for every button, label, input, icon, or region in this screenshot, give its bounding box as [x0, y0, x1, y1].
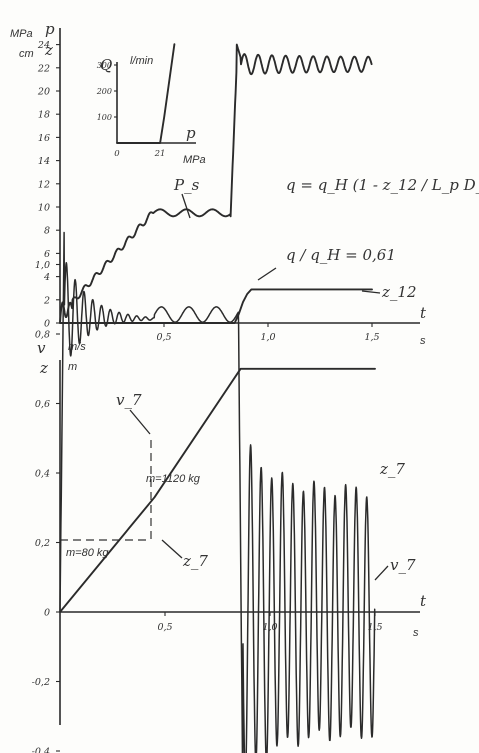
top-unit-mpa: MPa [10, 28, 33, 40]
top-y-tick-label: 22 [37, 63, 50, 74]
series-v-7-line [59, 231, 376, 753]
inset-x-unit: MPa [183, 154, 206, 166]
top-y-tick-label: 20 [37, 87, 50, 98]
label-z-7-lower: z_7 [182, 552, 208, 570]
inset-y-tick-label: 100 [97, 113, 112, 122]
annotation-flow-ratio: q / q_H = 0,61 [286, 246, 396, 264]
bottom-y-tick-label: 0,6 [35, 399, 50, 410]
label-p-s: P_s [173, 176, 200, 194]
inset-y-tick-label: 200 [96, 87, 112, 96]
top-y-tick-label: 18 [38, 110, 50, 121]
label-z-12-leader [361, 290, 381, 294]
annotation-mass-1120: m=1120 kg [146, 473, 201, 485]
bottom-x-unit: s [413, 627, 419, 639]
top-y-tick-label: 16 [38, 133, 50, 144]
top-x-tick-label: 1,5 [364, 332, 379, 343]
inset-y-label: Q [100, 56, 112, 74]
top-y-symbol-z: z [44, 41, 53, 59]
label-v-7-leader [129, 409, 151, 435]
bottom-y-tick-label: 1,0 [35, 260, 50, 271]
inset-chart: Q l/min p MPa 100 200 300 0 21 [96, 43, 206, 166]
inset-y-unit: l/min [130, 55, 153, 67]
label-v-7-lower-leader [374, 565, 389, 581]
annotation-ratio-leader [257, 267, 277, 281]
top-x-tick-label: 0,5 [156, 332, 171, 343]
series-p-s-line [59, 43, 373, 324]
label-z-7: z_7 [379, 460, 405, 478]
bottom-unit-m: m [68, 361, 77, 373]
bottom-y-tick-label: -0,2 [32, 677, 50, 688]
top-y-tick-label: 2 [43, 295, 50, 306]
top-x-tick-label: 1,0 [260, 332, 275, 343]
bottom-x-label: t [420, 592, 427, 610]
inset-x-tick-label: 21 [154, 149, 166, 159]
inset-y-tick-label: 300 [97, 61, 112, 70]
bottom-y-symbol-z: z [39, 359, 48, 377]
bottom-y-tick-label: -0,4 [32, 747, 50, 753]
inset-series-line [116, 43, 176, 144]
bottom-x-tick-label: 0,5 [157, 622, 172, 633]
bottom-y-tick-label: 0,8 [35, 330, 50, 341]
top-y-tick-label: 10 [38, 203, 50, 214]
bottom-x-tick-label: 1,0 [262, 622, 277, 633]
top-x-tick-labels: 0,5 1,0 1,5 [156, 323, 380, 343]
top-y-tick-label: 24 [37, 40, 50, 51]
series-z-7-line [59, 367, 376, 613]
bottom-y-tick-label: 0,4 [35, 469, 50, 480]
bottom-chart: v z m/s m -0,4-0,200,20,40,60,81,0 0,5 1,… [32, 231, 427, 753]
label-v-7: v_7 [116, 391, 142, 409]
top-series [59, 43, 373, 324]
annotation-flow-formula: q = q_H (1 - z_12 / L_p D_p) [286, 176, 479, 194]
label-z-7-lower-leader [161, 539, 183, 559]
inset-tick-labels: 100 200 300 0 21 [96, 61, 166, 159]
inset-x-label: p [186, 124, 196, 142]
top-y-tick-label: 6 [44, 249, 50, 260]
top-y-tick-label: 4 [43, 272, 50, 283]
top-y-tick-label: 12 [38, 179, 50, 190]
bottom-series [59, 231, 376, 753]
inset-x-tick-label: 0 [114, 149, 120, 159]
bottom-y-symbol-v: v [37, 339, 46, 357]
annotation-mass-80: m=80 kg [66, 547, 109, 559]
bottom-y-tick-label: 0 [44, 608, 50, 619]
top-y-tick-label: 0 [44, 319, 50, 330]
label-v-7-lower: v_7 [390, 556, 416, 574]
label-p-s-leader [181, 193, 191, 219]
inset-series [116, 43, 176, 144]
top-unit-cm: cm [19, 48, 34, 60]
series-z-12-line [59, 288, 373, 324]
label-z-12: z_12 [381, 283, 417, 301]
top-x-unit: s [420, 335, 426, 347]
top-y-tick-label: 14 [38, 156, 50, 167]
bottom-y-tick-label: 0,2 [35, 538, 50, 549]
top-x-label: t [420, 304, 427, 322]
top-y-symbol-p: p [45, 20, 55, 38]
bottom-y-tick-labels: -0,4 -0,2 0 0,2 0,4 0,6 0,8 1,0 [32, 260, 60, 753]
top-y-tick-label: 8 [44, 226, 50, 237]
